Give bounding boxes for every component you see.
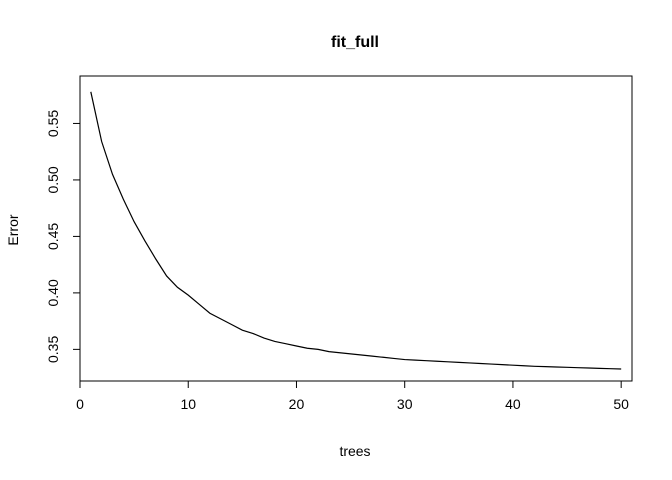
y-axis-label: Error [5, 214, 21, 245]
x-tick-label: 50 [613, 396, 629, 412]
chart-title: fit_full [331, 34, 379, 51]
x-axis-label: trees [339, 443, 370, 459]
y-tick-label: 0.35 [45, 336, 61, 363]
y-axis: 0.35 0.40 0.45 0.50 0.55 [45, 110, 80, 363]
x-axis: 0 10 20 30 40 50 [76, 381, 629, 412]
x-tick-label: 0 [76, 396, 84, 412]
x-tick-label: 40 [505, 396, 521, 412]
x-tick-label: 10 [180, 396, 196, 412]
y-tick-label: 0.50 [45, 166, 61, 193]
series-line-error [90, 91, 622, 370]
x-tick-label: 20 [289, 396, 305, 412]
y-tick-label: 0.40 [45, 279, 61, 306]
y-tick-label: 0.45 [45, 223, 61, 250]
y-tick-label: 0.55 [45, 110, 61, 137]
x-tick-label: 30 [397, 396, 413, 412]
plot-frame [79, 75, 633, 382]
